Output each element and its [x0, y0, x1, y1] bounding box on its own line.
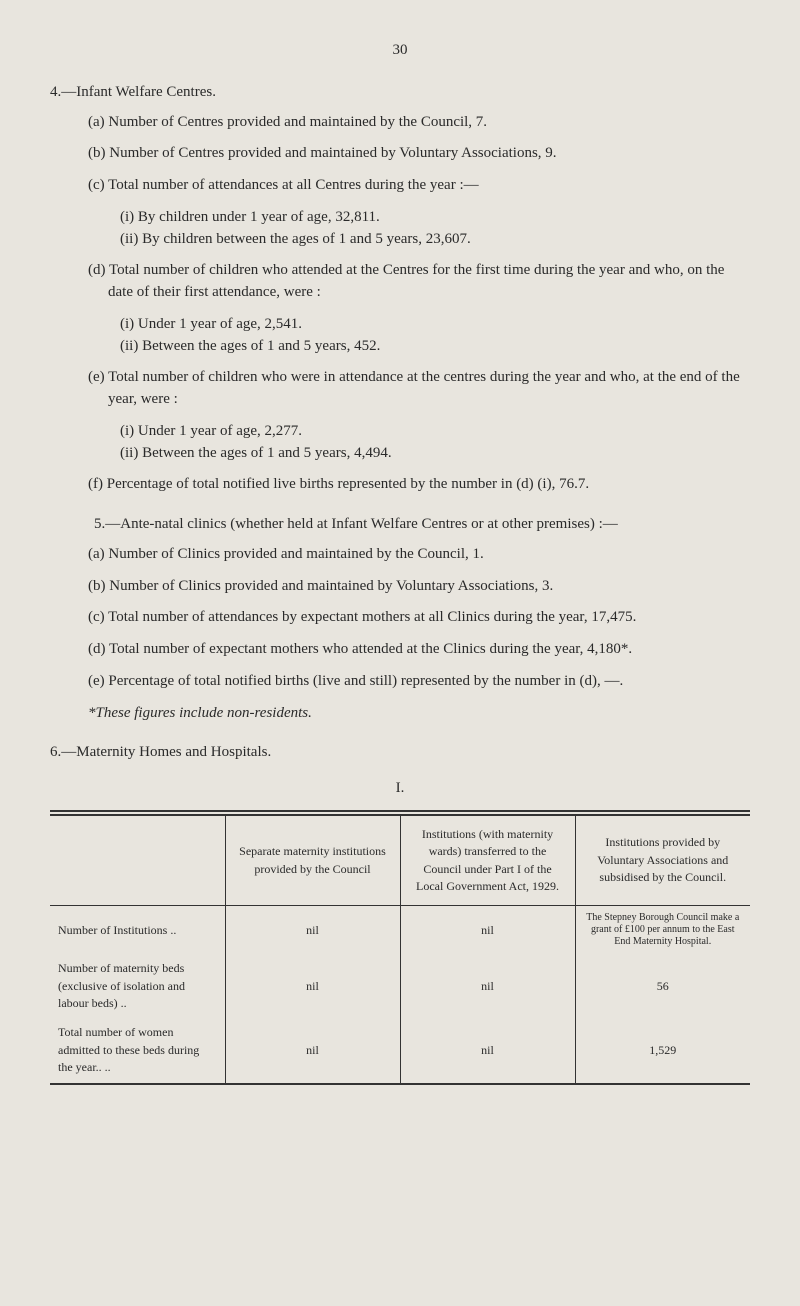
- section-5: 5.—Ante-natal clinics (whether held at I…: [50, 514, 750, 724]
- row2-col2: nil: [225, 954, 400, 1018]
- table-row: Number of maternity beds (exclusive of i…: [50, 954, 750, 1018]
- row1-desc: Number of Institutions ..: [50, 906, 225, 955]
- row1-col2: nil: [225, 906, 400, 955]
- row3-desc: Total number of women admitted to these …: [50, 1018, 225, 1083]
- item-4e-i: (i) Under 1 year of age, 2,277.: [120, 421, 750, 443]
- item-4d-intro: (d) Total number of children who attende…: [88, 260, 750, 304]
- row2-desc: Number of maternity beds (exclusive of i…: [50, 954, 225, 1018]
- section-4: 4.—Infant Welfare Centres. (a) Number of…: [50, 82, 750, 496]
- item-4e-intro: (e) Total number of children who were in…: [88, 367, 750, 411]
- section-6: 6.—Maternity Homes and Hospitals. I. Sep…: [50, 742, 750, 1084]
- row3-col3: nil: [400, 1018, 575, 1083]
- item-5a: (a) Number of Clinics provided and maint…: [88, 544, 750, 566]
- row1-col3: nil: [400, 906, 575, 955]
- section-5-heading: 5.—Ante-natal clinics (whether held at I…: [50, 514, 750, 536]
- table-top-rule: [50, 810, 750, 812]
- page-number: 30: [50, 40, 750, 62]
- row2-col4: 56: [575, 954, 750, 1018]
- row2-col3: nil: [400, 954, 575, 1018]
- item-4d-ii: (ii) Between the ages of 1 and 5 years, …: [120, 336, 750, 358]
- row3-col4: 1,529: [575, 1018, 750, 1083]
- section-5-footnote: *These figures include non-residents.: [88, 703, 750, 725]
- table-header-row: Separate maternity institutions provided…: [50, 815, 750, 906]
- item-4c-i: (i) By children under 1 year of age, 32,…: [120, 207, 750, 229]
- row1-col4-note: The Stepney Borough Council make a grant…: [575, 906, 750, 955]
- item-4c-intro: (c) Total number of attendances at all C…: [88, 175, 750, 197]
- table-row: Number of Institutions .. nil nil The St…: [50, 906, 750, 955]
- item-4d-i: (i) Under 1 year of age, 2,541.: [120, 314, 750, 336]
- item-5c: (c) Total number of attendances by expec…: [88, 607, 750, 629]
- table-label: I.: [50, 778, 750, 800]
- item-4c-ii: (ii) By children between the ages of 1 a…: [120, 229, 750, 251]
- section-4-heading: 4.—Infant Welfare Centres.: [50, 82, 750, 104]
- header-col1: [50, 815, 225, 906]
- row3-col2: nil: [225, 1018, 400, 1083]
- item-5d: (d) Total number of expectant mothers wh…: [88, 639, 750, 661]
- item-5e: (e) Percentage of total notified births …: [88, 671, 750, 693]
- item-5b: (b) Number of Clinics provided and maint…: [88, 576, 750, 598]
- header-col4: Institutions provided by Voluntary Assoc…: [575, 815, 750, 906]
- header-col3: Institutions (with maternity wards) tran…: [400, 815, 575, 906]
- maternity-table: Separate maternity institutions provided…: [50, 814, 750, 1085]
- item-4a: (a) Number of Centres provided and maint…: [88, 112, 750, 134]
- item-4b: (b) Number of Centres provided and maint…: [88, 143, 750, 165]
- table-row: Total number of women admitted to these …: [50, 1018, 750, 1083]
- section-6-heading: 6.—Maternity Homes and Hospitals.: [50, 742, 750, 764]
- header-col2: Separate maternity institutions provided…: [225, 815, 400, 906]
- item-4f: (f) Percentage of total notified live bi…: [88, 474, 750, 496]
- item-4e-ii: (ii) Between the ages of 1 and 5 years, …: [120, 443, 750, 465]
